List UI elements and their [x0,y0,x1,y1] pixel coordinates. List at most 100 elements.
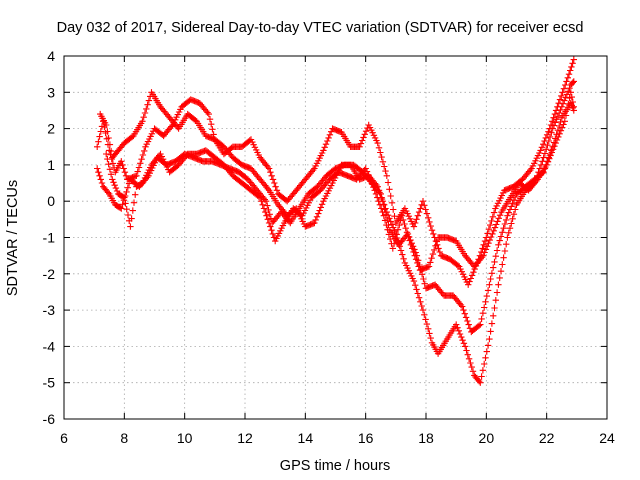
data-point [479,382,481,384]
data-point [446,338,448,340]
data-point [102,186,104,188]
data-point [350,164,352,166]
data-point [178,164,180,166]
data-point [377,142,379,144]
data-point [135,175,137,177]
data-point [488,338,490,340]
data-point [479,324,481,326]
data-point [386,211,388,213]
x-axis-label: GPS time / hours [280,458,390,474]
data-point [322,200,324,202]
data-point [205,149,207,151]
data-point [181,106,183,108]
data-point [470,331,472,333]
data-point [313,222,315,224]
x-tick-labels: 6 8 10 12 14 16 18 20 22 24 [60,430,615,446]
data-point [497,244,499,246]
data-point [144,146,146,148]
data-point [250,138,252,141]
data-point [359,146,361,148]
data-point [268,222,270,224]
data-point [356,178,358,180]
data-point [500,211,502,213]
data-point [558,102,560,104]
data-point [374,189,376,191]
data-point [518,182,521,184]
data-point [301,215,303,217]
data-point [187,113,189,115]
data-point [419,269,421,271]
data-point [561,106,563,108]
data-point [573,80,575,82]
data-point [211,160,213,162]
data-point [190,99,192,101]
data-point [199,102,201,104]
data-point [328,178,331,180]
data-point [123,142,125,144]
data-point [304,226,306,228]
data-point [458,265,460,268]
data-point [120,160,122,162]
data-point [268,189,270,191]
data-point [259,178,261,180]
data-point [555,142,557,144]
data-point [202,160,204,162]
data-point [452,295,454,297]
x-tick-label: 20 [479,430,495,446]
data-point [129,226,131,228]
data-point [404,262,406,264]
data-point [386,175,388,177]
data-point [365,167,367,170]
data-point [196,153,198,155]
data-point [259,197,261,199]
data-point [440,255,442,257]
data-point [322,149,324,151]
data-point [503,189,505,191]
data-point [383,215,385,217]
data-point [241,182,243,184]
data-point [268,167,270,170]
data-point [392,247,394,249]
data-point [117,149,119,151]
data-point [96,146,98,148]
data-point [241,146,243,148]
data-point [337,171,340,173]
y-tick-label: -3 [43,302,56,318]
data-point [461,305,463,308]
data-point [564,120,566,122]
data-point [250,167,252,170]
data-point [410,244,412,246]
data-point [178,128,180,130]
data-point [368,124,370,126]
data-point [464,255,466,257]
y-tick-label: -6 [43,411,56,427]
data-point [488,284,490,286]
y-tick-label: 0 [47,193,55,209]
data-point [153,128,156,130]
data-point [117,193,119,195]
data-point [232,157,234,159]
data-point [434,284,436,286]
data-point [169,117,171,119]
x-tick-label: 12 [237,430,253,446]
data-point [307,193,309,195]
data-point [482,255,484,257]
data-point [437,353,439,355]
data-point [401,215,403,217]
data-point [105,153,107,155]
data-point [259,157,261,159]
data-point [247,178,249,180]
y-tick-label: -5 [43,375,56,391]
data-point [521,178,524,180]
data-point [467,284,469,286]
data-point [485,236,487,239]
data-point [552,128,554,130]
data-point [546,164,548,166]
data-point [567,77,569,79]
data-point [99,113,101,115]
data-point [573,59,575,61]
data-point [163,135,165,137]
data-point [265,200,267,202]
data-point [515,204,518,206]
